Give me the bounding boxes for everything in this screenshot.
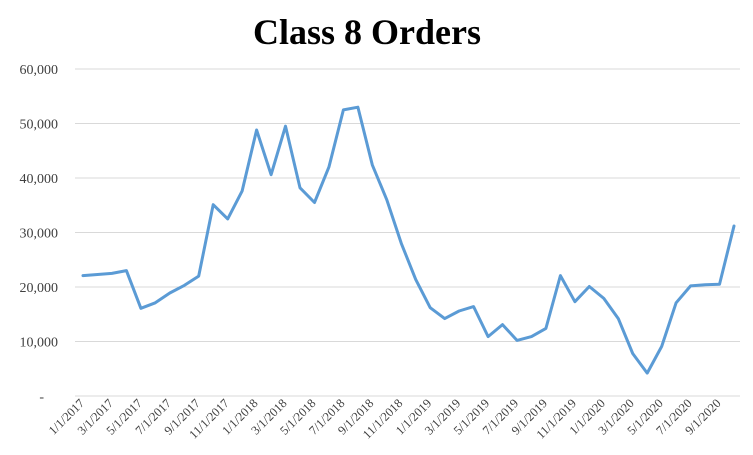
data-point [153,301,157,305]
data-point [587,284,591,288]
gridlines [75,68,740,397]
data-point [182,283,186,287]
data-point [515,338,519,342]
data-point [255,128,259,132]
data-point [414,277,418,281]
data-point [95,272,99,276]
data-point [558,274,562,278]
data-point [703,283,707,287]
y-tick-label: 30,000 [20,227,59,242]
data-point [124,269,128,273]
data-point [269,173,273,177]
data-point [674,301,678,305]
data-point [616,317,620,321]
data-point [428,306,432,310]
data-point [645,371,649,375]
data-point [327,165,331,169]
data-point [110,271,114,275]
data-point [573,300,577,304]
series-line [81,105,736,375]
y-tick-label: 50,000 [20,118,59,133]
data-point [298,186,302,190]
x-axis: 1/1/20173/1/20175/1/20177/1/20179/1/2017… [46,396,724,441]
data-point [718,282,722,286]
data-point [139,306,143,310]
data-point [732,224,736,228]
data-point [631,351,635,355]
data-point [544,326,548,330]
data-point [385,198,389,202]
data-point [312,201,316,205]
data-point [168,291,172,295]
data-point [341,108,345,112]
y-tick-label: 20,000 [20,281,59,296]
data-point [284,124,288,128]
data-point [197,274,201,278]
data-point [486,335,490,339]
data-point [240,189,244,193]
y-tick-label: - [39,390,44,405]
data-point [370,163,374,167]
data-point [81,274,85,278]
y-tick-label: 60,000 [20,63,59,78]
y-tick-label: 10,000 [20,336,59,351]
data-point [443,317,447,321]
data-point [602,296,606,300]
y-tick-label: 40,000 [20,172,59,187]
data-point [356,105,360,109]
data-point [457,309,461,313]
y-axis: - 10,000 20,000 30,000 40,000 50,000 60,000 [20,63,59,405]
data-point [226,217,230,221]
data-point [211,203,215,207]
data-point [529,335,533,339]
data-point [472,305,476,309]
data-point [689,284,693,288]
data-point [501,323,505,327]
series-layer [81,105,736,375]
chart-title: Class 8 Orders [253,12,481,52]
data-point [399,241,403,245]
data-point [660,344,664,348]
